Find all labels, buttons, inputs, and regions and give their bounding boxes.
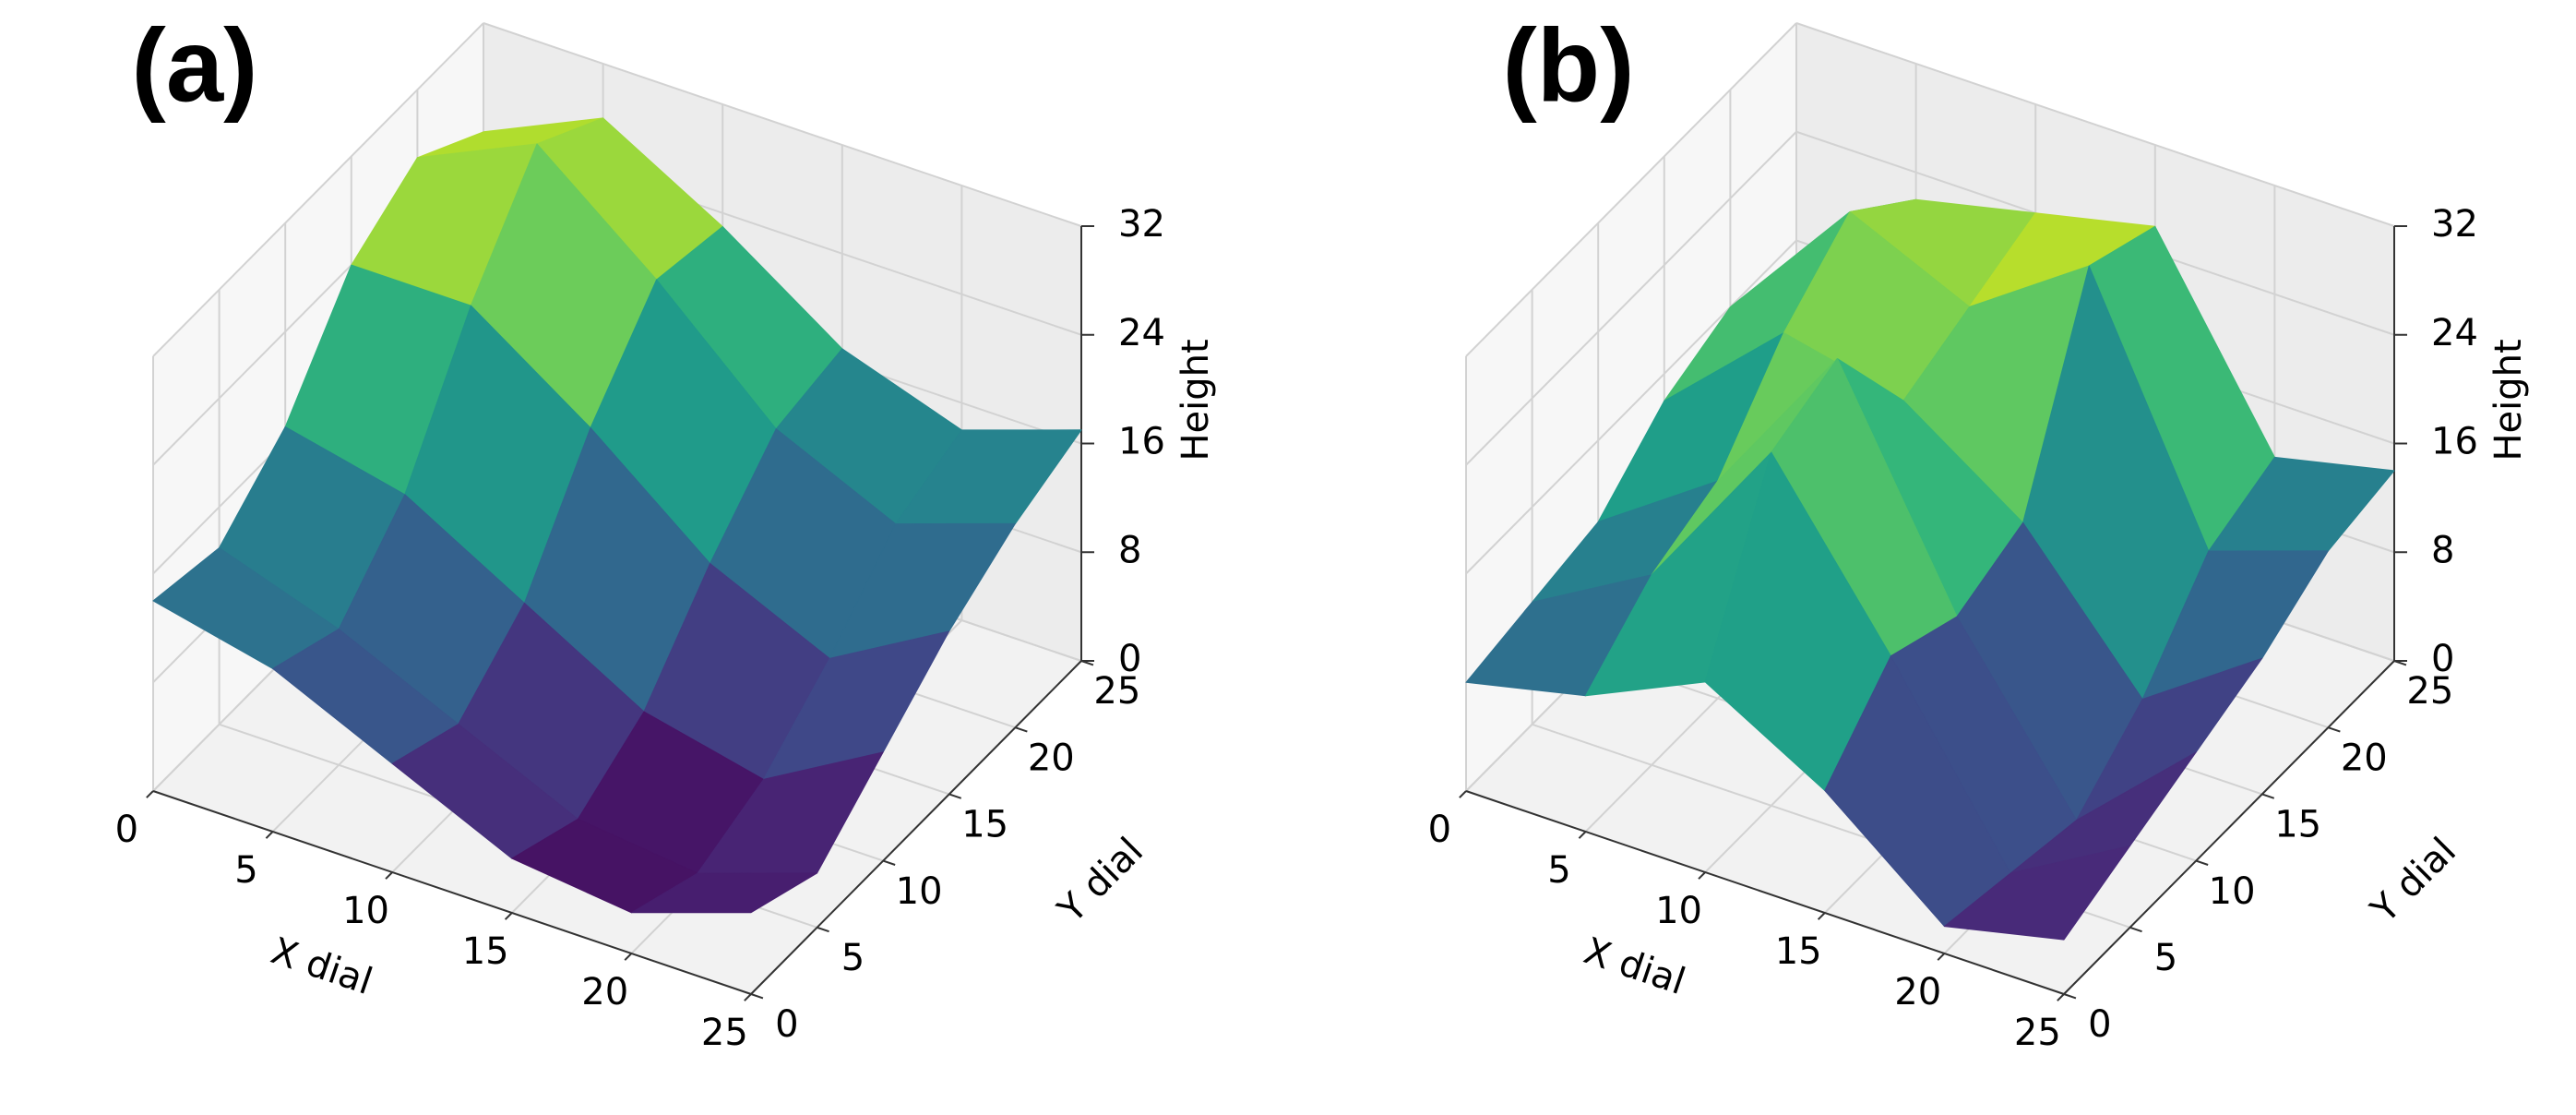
x-tick-label: 25 (701, 1012, 748, 1054)
x-tick-label: 0 (1428, 809, 1451, 851)
grid-line (1465, 239, 1797, 575)
surface-facet (630, 872, 818, 914)
x-tick (1698, 871, 1706, 880)
z-axis-label: Height (2487, 339, 2530, 461)
y-axis-label: Y dial (2363, 830, 2465, 932)
z-tick-label: 24 (1118, 312, 1165, 354)
x-tick (265, 831, 274, 839)
x-tick-label: 5 (1547, 849, 1570, 892)
z-tick-label: 32 (1118, 203, 1165, 246)
z-tick-label: 0 (1118, 638, 1141, 680)
x-axis-label: X dial (266, 929, 377, 1003)
panel-label: (a) (132, 8, 258, 124)
x-tick-label: 15 (1775, 930, 1822, 973)
x-tick (1937, 953, 1946, 961)
y-tick (2261, 793, 2275, 799)
x-tick (1578, 831, 1587, 839)
x-tick-label: 20 (1894, 971, 1941, 1013)
y-tick-label: 10 (896, 870, 943, 913)
x-tick-label: 10 (342, 890, 389, 932)
y-axis-label: Y dial (1050, 830, 1152, 932)
surface-facet (1943, 845, 2131, 941)
x-tick (744, 993, 752, 1001)
y-tick-label: 10 (2209, 870, 2256, 913)
y-axis-line (750, 660, 1082, 995)
y-tick-label: 5 (841, 937, 865, 979)
x-axis-line (152, 790, 752, 995)
x-tick-label: 0 (115, 809, 138, 851)
x-tick (2057, 993, 2065, 1001)
z-tick-label: 8 (1118, 529, 1141, 571)
z-tick-label: 8 (2431, 529, 2454, 571)
grid-line (1465, 131, 1797, 466)
y-tick (882, 859, 896, 866)
y-tick-label: 25 (2406, 670, 2453, 713)
y-tick-label: 25 (1093, 670, 1140, 713)
grid-line (1465, 22, 1797, 357)
x-tick (146, 790, 154, 798)
z-axis-label: Height (1175, 339, 1217, 461)
y-axis-line (2063, 660, 2395, 995)
y-tick-label: 0 (775, 1003, 798, 1046)
z-tick-label: 16 (1118, 421, 1165, 463)
panel-label: (b) (1502, 8, 1634, 124)
x-tick (1817, 912, 1826, 920)
x-tick (624, 953, 633, 961)
y-tick (2063, 993, 2077, 1000)
y-tick (1015, 726, 1028, 733)
x-tick-label: 5 (234, 849, 257, 892)
y-tick (2195, 859, 2209, 866)
y-tick (2328, 726, 2341, 733)
x-tick (385, 871, 393, 880)
y-tick-label: 20 (2341, 737, 2388, 779)
y-tick-label: 15 (2274, 804, 2321, 846)
x-axis-line (1465, 790, 2065, 995)
x-tick-label: 10 (1655, 890, 1702, 932)
y-tick (2129, 926, 2142, 933)
x-tick-label: 20 (581, 971, 628, 1013)
grid-line (152, 22, 484, 357)
y-tick-label: 15 (961, 804, 1008, 846)
y-tick-label: 5 (2154, 937, 2177, 979)
z-tick-label: 32 (2431, 203, 2478, 246)
y-tick-label: 0 (2088, 1003, 2111, 1046)
grid-line (483, 22, 1082, 227)
grid-line (1795, 22, 2395, 227)
z-tick-label: 24 (2431, 312, 2478, 354)
y-tick (817, 926, 829, 933)
x-tick (1459, 790, 1467, 798)
y-tick (948, 793, 962, 799)
y-tick (750, 993, 764, 1000)
x-tick-label: 25 (2014, 1012, 2061, 1054)
z-tick-label: 16 (2431, 421, 2478, 463)
x-tick-label: 15 (462, 930, 509, 973)
x-tick (504, 912, 513, 920)
x-axis-label: X dial (1579, 929, 1690, 1003)
y-tick-label: 20 (1028, 737, 1075, 779)
z-tick-label: 0 (2431, 638, 2454, 680)
